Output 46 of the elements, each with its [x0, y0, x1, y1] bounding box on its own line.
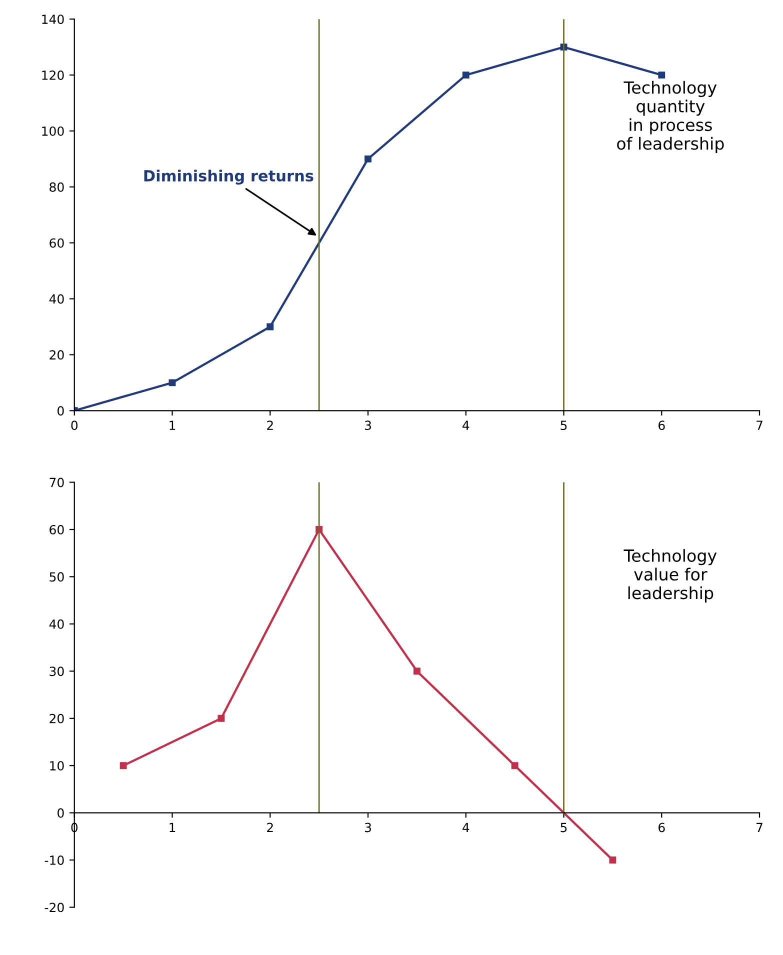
y-tick-label: 0 [58, 808, 64, 818]
y-tick-label: 140 [42, 14, 64, 24]
x-tick-label: 4 [462, 822, 470, 832]
x-tick-label: 7 [756, 420, 762, 430]
point [609, 856, 616, 864]
y-tick-label: -20 [44, 902, 64, 912]
annotation: Diminishing returns [144, 170, 314, 185]
x-tick-label: 6 [658, 420, 665, 430]
point [413, 668, 420, 675]
x-tick-label: 2 [267, 822, 273, 832]
point [218, 714, 225, 722]
y-tick-label: 60 [50, 524, 64, 534]
y-tick-label: 40 [49, 294, 64, 304]
point [120, 762, 127, 770]
x-tick-label: 0 [71, 420, 78, 430]
point [511, 762, 518, 770]
x-tick-label: 2 [267, 420, 273, 430]
y-tick-label: 20 [50, 714, 64, 724]
x-tick-label: 4 [462, 420, 470, 430]
y-tick-label: 80 [50, 182, 64, 192]
point [266, 323, 274, 330]
y-tick-label: 10 [50, 761, 64, 771]
annotation: Technology quantity in process of leadership [617, 80, 724, 154]
x-tick-label: 5 [560, 420, 567, 430]
x-tick-label: 3 [364, 420, 371, 430]
y-tick-label: 50 [50, 572, 64, 582]
x-tick-label: 1 [170, 822, 176, 832]
x-tick-label: 7 [756, 822, 762, 832]
annotation: Technology value for leadership [624, 549, 717, 602]
point [462, 72, 470, 79]
point [658, 72, 666, 79]
y-tick-label: 120 [42, 70, 64, 80]
x-tick-label: 6 [658, 822, 665, 832]
y-tick-label: 40 [49, 619, 64, 629]
x-tick-label: 3 [364, 822, 371, 832]
x-tick-label: 5 [560, 822, 567, 832]
y-tick-label: 70 [50, 478, 64, 488]
point [168, 379, 176, 386]
y-tick-label: 60 [50, 238, 64, 248]
y-tick-label: 100 [42, 126, 64, 136]
y-tick-label: -10 [44, 856, 64, 865]
y-tick-label: 0 [58, 406, 64, 416]
y-tick-label: 30 [50, 666, 64, 676]
y-tick-label: 20 [50, 350, 64, 360]
point [364, 155, 372, 162]
x-tick-label: 1 [170, 420, 176, 430]
